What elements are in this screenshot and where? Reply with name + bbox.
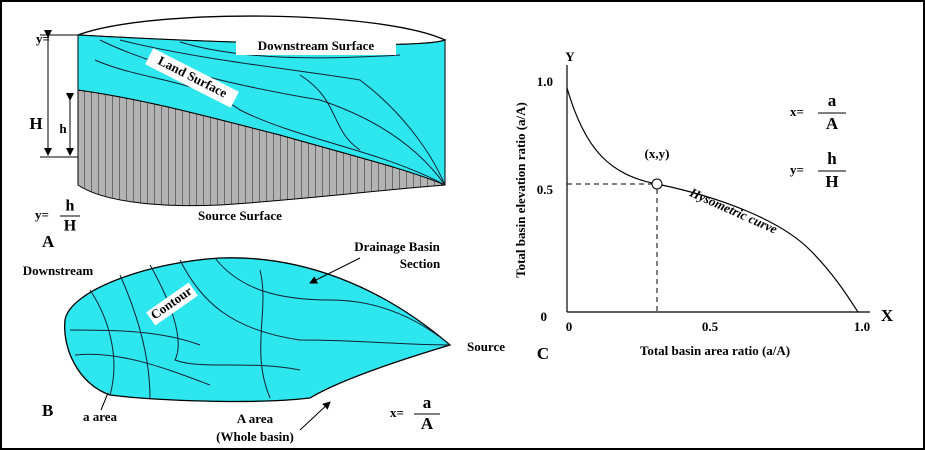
- label: Section: [400, 256, 441, 271]
- label: Downstream Surface: [258, 38, 375, 53]
- label: (Whole basin): [216, 429, 294, 444]
- panel-letter: C: [537, 344, 549, 363]
- x-tick-label: 1.0: [854, 319, 870, 334]
- formula-den: A: [826, 114, 839, 133]
- formula-lhs: x=: [790, 104, 804, 119]
- axis-name: Y: [565, 49, 575, 64]
- axis-name: X: [881, 306, 894, 325]
- label: h: [59, 121, 67, 136]
- point-label: (x,y): [645, 146, 670, 161]
- panel-letter: A: [42, 232, 55, 251]
- label: A area: [237, 411, 274, 426]
- label: a area: [83, 409, 118, 424]
- y-tick-label: 0: [541, 309, 548, 324]
- formula-lhs: y=: [790, 162, 804, 177]
- label: Drainage Basin: [354, 239, 440, 254]
- formula-num: a: [423, 393, 432, 412]
- formula-den: A: [421, 414, 434, 433]
- formula-num: a: [828, 91, 837, 110]
- formula-den: H: [64, 218, 77, 235]
- point: [651, 178, 663, 190]
- label: y=: [36, 31, 50, 46]
- y-axis-label: Total basin elevation ratio (a/A): [513, 102, 528, 278]
- panel-a: Downstream Surface Land Surface H h y= S…: [29, 15, 447, 251]
- formula-num: h: [827, 149, 837, 168]
- formula-lhs: y=: [35, 207, 49, 222]
- label: Source: [467, 339, 505, 354]
- label: Source Surface: [198, 208, 282, 223]
- y-tick-label: 1.0: [537, 74, 553, 89]
- formula-lhs: x=: [390, 405, 404, 420]
- panel-b: Downstream Drainage Basin Section Contou…: [23, 239, 506, 444]
- formula-den: H: [825, 172, 838, 191]
- label: H: [29, 114, 42, 133]
- hypsometric-curve: [566, 87, 859, 313]
- panel-letter: B: [42, 401, 53, 420]
- x-axis-label: Total basin area ratio (a/A): [640, 343, 790, 358]
- y-tick-label: 0.5: [537, 182, 554, 197]
- x-tick-label: 0: [566, 319, 573, 334]
- label: Downstream: [23, 263, 94, 278]
- x-tick-label: 0.5: [702, 319, 719, 334]
- formula-num: h: [66, 198, 75, 215]
